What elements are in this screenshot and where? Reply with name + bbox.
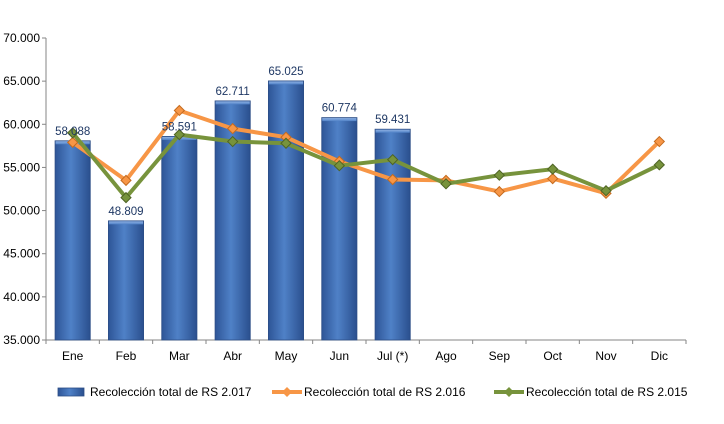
bar-data-label: 58.088: [55, 126, 90, 138]
bar-highlight: [375, 129, 410, 133]
bar-highlight: [108, 221, 144, 225]
bar-data-label: 60.774: [322, 103, 358, 115]
line-marker: [173, 128, 186, 141]
line-marker: [226, 135, 239, 148]
bar-data-label: 65.025: [268, 66, 303, 78]
line-marker: [440, 178, 452, 190]
line-marker: [120, 174, 132, 187]
bar: [161, 136, 198, 341]
line-marker: [66, 127, 79, 139]
bar-highlight: [268, 81, 304, 85]
y-tick-label: 35.000: [3, 333, 40, 347]
line-marker: [493, 169, 506, 181]
line-marker: [120, 191, 132, 204]
x-tick-label: Mar: [169, 349, 190, 363]
y-tick-label: 55.000: [3, 160, 40, 174]
y-tick-label: 45.000: [3, 247, 40, 261]
bar-data-label: 48.809: [108, 206, 143, 218]
x-tick-label: Dic: [651, 349, 668, 363]
bar: [54, 140, 91, 341]
legend-label: Recolección total de RS 2.016: [304, 385, 466, 399]
legend-marker: [504, 387, 514, 397]
bar-data-label: 59.431: [375, 114, 410, 126]
line-marker: [226, 122, 239, 135]
bar-data-label: 58.591: [162, 121, 197, 133]
bar: [108, 220, 145, 341]
x-tick-label: Oct: [543, 349, 562, 363]
line-marker: [493, 185, 506, 198]
bar-highlight: [322, 118, 357, 122]
line-marker: [333, 159, 346, 172]
bar-highlight: [215, 101, 250, 105]
line-marker: [546, 163, 559, 175]
line-marker: [653, 135, 666, 148]
bar: [267, 80, 304, 341]
line-marker: [66, 136, 79, 149]
series-line: [71, 108, 661, 196]
line-marker: [386, 153, 399, 166]
y-tick-label: 50.000: [3, 204, 40, 218]
x-tick-label: Ago: [435, 349, 457, 363]
line-marker: [653, 159, 666, 171]
legend-swatch: [57, 387, 85, 397]
line-marker: [600, 185, 612, 197]
bar-data-label: 62.711: [216, 86, 250, 98]
y-tick-label: 65.000: [3, 74, 40, 88]
line-marker: [546, 172, 559, 185]
x-tick-label: Jun: [330, 349, 349, 363]
series-line: [71, 131, 661, 200]
x-tick-label: Feb: [116, 349, 137, 363]
legend-label: Recolección total de RS 2.015: [526, 385, 688, 399]
y-tick-label: 40.000: [3, 290, 40, 304]
legend-marker: [282, 387, 292, 397]
bar: [321, 117, 358, 341]
x-tick-label: Sep: [489, 349, 511, 363]
legend-label: Recolección total de RS 2.017: [90, 385, 252, 399]
x-tick-label: Jul (*): [377, 349, 408, 363]
y-tick-label: 70.000: [3, 31, 40, 45]
y-tick-label: 60.000: [3, 117, 40, 131]
x-tick-label: Abr: [223, 349, 242, 363]
line-marker: [173, 104, 186, 117]
line-marker: [280, 137, 292, 149]
x-tick-label: Ene: [62, 349, 84, 363]
x-tick-label: Nov: [595, 349, 616, 363]
line-marker: [386, 173, 399, 186]
x-tick-label: May: [275, 349, 298, 363]
